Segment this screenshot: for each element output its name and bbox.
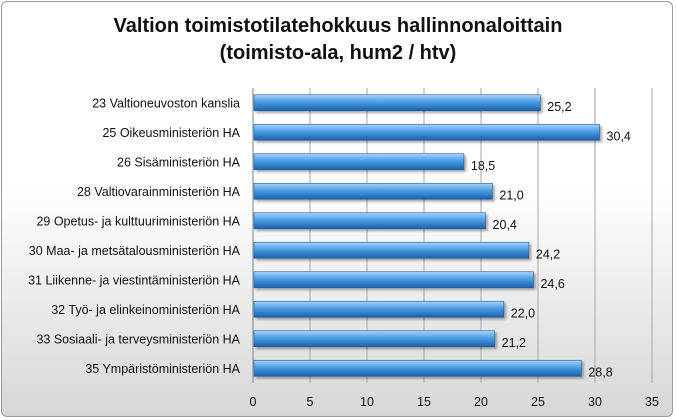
category-label: 28 Valtiovarainministeriön HA xyxy=(77,185,241,199)
category-label: 33 Sosiaali- ja terveysministeriön HA xyxy=(36,332,240,346)
category-label: 25 Oikeusministeriön HA xyxy=(102,126,240,140)
bar xyxy=(253,359,582,377)
value-label: 28,8 xyxy=(588,365,612,379)
category-label: 26 Sisäministeriön HA xyxy=(117,155,241,169)
bar xyxy=(253,94,541,112)
value-label: 24,2 xyxy=(536,247,560,261)
bar xyxy=(253,182,493,200)
category-label: 32 Työ- ja elinkeinoministeriön HA xyxy=(51,303,240,317)
bar xyxy=(253,271,534,289)
bar xyxy=(253,212,486,230)
x-tick-label: 20 xyxy=(474,395,488,409)
value-label: 24,6 xyxy=(540,277,564,291)
x-tick-label: 30 xyxy=(588,395,602,409)
chart-title-line-1: Valtion toimistotilatehokkuus hallinnona… xyxy=(113,15,563,37)
x-tick-label: 35 xyxy=(645,395,659,409)
category-label: 30 Maa- ja metsätalousministeriön HA xyxy=(29,244,241,258)
x-tick-label: 5 xyxy=(307,395,314,409)
bar xyxy=(253,330,495,348)
x-tick-label: 0 xyxy=(250,395,257,409)
value-label: 18,5 xyxy=(471,159,495,173)
value-label: 30,4 xyxy=(607,129,631,143)
value-label: 20,4 xyxy=(493,218,517,232)
category-label: 23 Valtioneuvoston kanslia xyxy=(92,96,240,110)
bar xyxy=(253,241,530,259)
category-label: 31 Liikenne- ja viestintäministeriön HA xyxy=(28,273,241,287)
value-label: 21,0 xyxy=(499,188,523,202)
value-label: 25,2 xyxy=(547,100,571,114)
labels: 0 5 10 15 20 25 30 35 23 Valtioneuvoston kanslia… xyxy=(28,96,659,409)
x-tick-label: 25 xyxy=(531,395,545,409)
category-label: 35 Ympäristöministeriön HA xyxy=(85,362,240,376)
bar xyxy=(253,300,505,318)
value-label: 22,0 xyxy=(511,306,535,320)
bar xyxy=(253,153,465,171)
chart-title: Valtion toimistotilatehokkuus hallinnona… xyxy=(0,13,676,67)
x-tick-label: 15 xyxy=(417,395,431,409)
bar xyxy=(253,123,600,141)
value-label: 21,2 xyxy=(502,336,526,350)
chart-title-line-2: (toimisto-ala, hum2 / htv) xyxy=(219,42,457,64)
category-label: 29 Opetus- ja kulttuuriministeriön HA xyxy=(36,214,240,228)
x-tick-label: 10 xyxy=(360,395,374,409)
bars xyxy=(253,94,600,377)
